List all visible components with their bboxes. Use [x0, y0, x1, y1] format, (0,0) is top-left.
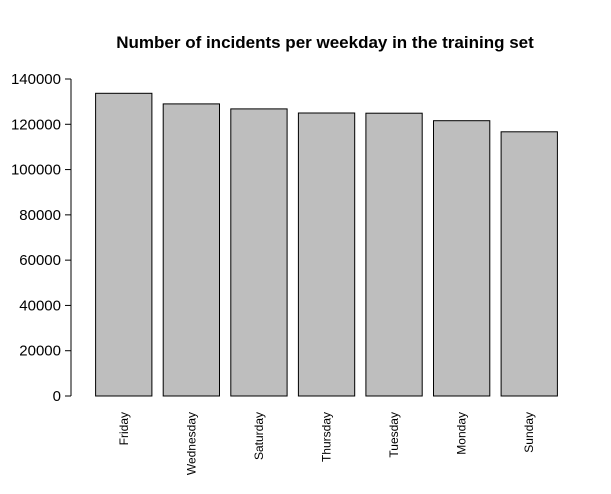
bars-group — [95, 92, 558, 397]
bar-saturday — [230, 108, 288, 397]
bar-sunday — [500, 131, 558, 397]
bar-monday — [433, 120, 491, 397]
y-tick-label: 40000 — [19, 297, 61, 314]
y-tick-label: 80000 — [19, 207, 61, 224]
bar-wednesday — [162, 103, 220, 397]
x-axis-labels: Friday Wednesday Saturday Thursday Tuesday Mo… — [117, 412, 536, 475]
y-tick-label: 100000 — [11, 162, 61, 179]
bar-friday — [95, 92, 153, 397]
x-tick-label: Sunday — [522, 412, 536, 453]
y-tick-label: 120000 — [11, 116, 61, 133]
y-tick-label: 60000 — [19, 252, 61, 269]
x-tick-label: Friday — [117, 412, 131, 445]
x-tick-label: Wednesday — [184, 412, 198, 475]
y-tick-label: 20000 — [19, 343, 61, 360]
y-axis: 0 20000 40000 60000 80000 100000 120000 140000 — [11, 71, 72, 405]
x-tick-label: Monday — [455, 412, 469, 455]
y-tick-label: 0 — [53, 388, 61, 405]
bar-thursday — [297, 112, 356, 397]
x-tick-label: Thursday — [320, 412, 334, 462]
y-tick-label: 140000 — [11, 71, 61, 88]
chart-title: Number of incidents per weekday in the t… — [116, 33, 534, 52]
x-tick-label: Tuesday — [387, 412, 401, 458]
x-tick-label: Saturday — [252, 412, 266, 460]
bar-tuesday — [365, 112, 423, 397]
